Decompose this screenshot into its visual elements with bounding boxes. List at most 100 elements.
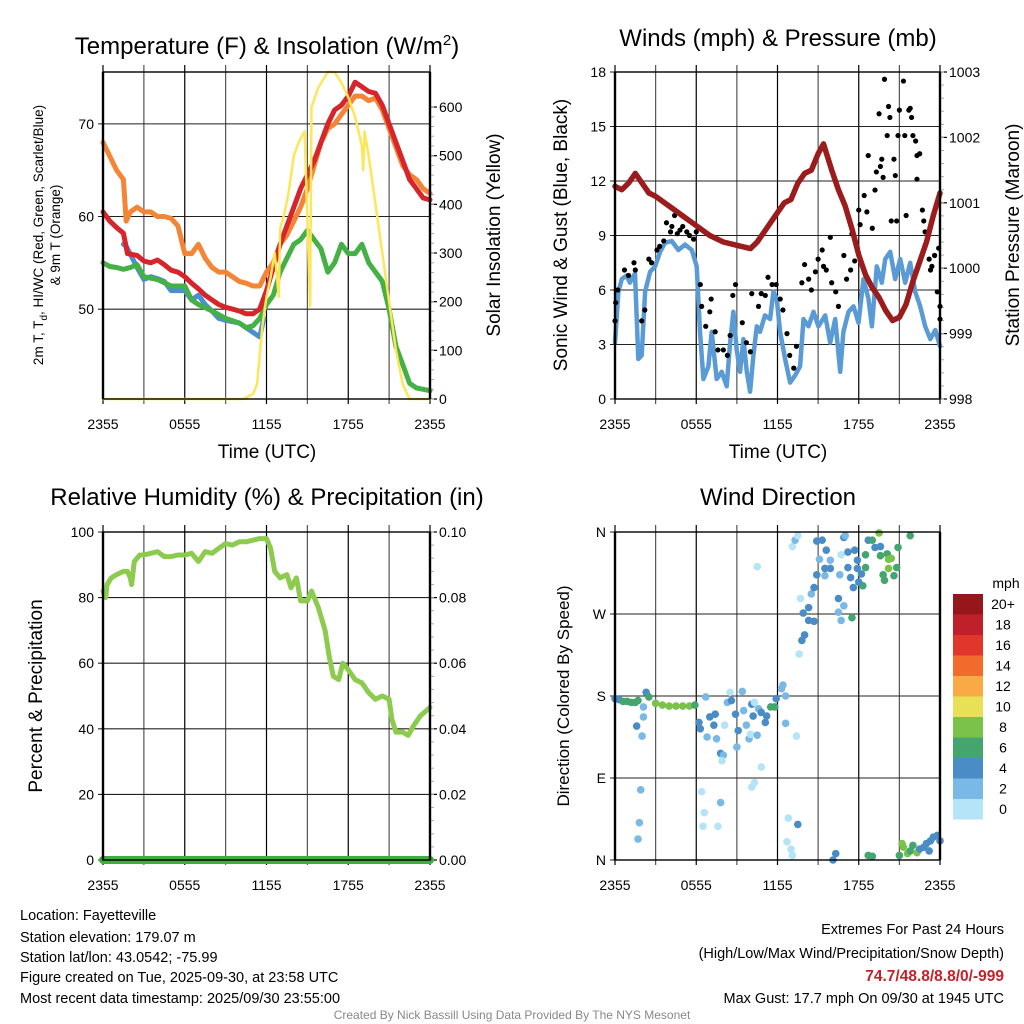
y2-tick-label: 0.00 (439, 852, 466, 868)
x-tick-label: 2355 (414, 416, 445, 432)
wind-direction-point (807, 590, 816, 598)
wind-direction-point (738, 687, 747, 696)
wind-direction-point (837, 616, 845, 625)
gust-point (703, 323, 709, 329)
wind-direction-point (634, 696, 642, 705)
wind-direction-point (799, 609, 808, 617)
gust-point (917, 151, 923, 157)
y2-tick-label: 100 (439, 342, 463, 358)
y-tick-label: 18 (590, 64, 606, 80)
extremes-values: 74.7/48.8/8.8/0/-999 (865, 968, 1004, 985)
y-tick-label: 40 (78, 721, 94, 737)
gust-point (693, 229, 699, 235)
gust-point (820, 263, 827, 269)
x-tick-label: 0555 (169, 416, 200, 432)
wind-direction-point (792, 732, 801, 740)
gust-point (793, 343, 800, 349)
wind-direction-point (726, 688, 734, 697)
x-tick-label: 1155 (762, 877, 792, 893)
gust-point (892, 172, 898, 179)
wind-direction-point (678, 702, 687, 710)
wind-direction-point (757, 708, 766, 717)
wind-direction-point (853, 556, 862, 565)
x-tick-label: 2355 (414, 877, 445, 893)
colorbar-label: 6 (999, 740, 1007, 756)
gust-point (843, 276, 850, 282)
x-tick-label: 2355 (599, 877, 630, 893)
y2-tick-label: 0.06 (439, 655, 466, 671)
wind-direction-point (787, 845, 795, 853)
wind-direction-point (639, 713, 648, 721)
wind-direction-point (868, 536, 877, 544)
winds-x-axis-label: Time (UTC) (729, 442, 828, 463)
wind-direction-point (746, 730, 755, 739)
gust-point (907, 105, 913, 111)
colorbar-swatch (953, 614, 983, 635)
wind-direction-point (632, 722, 641, 730)
wind-y-axis-label: Sonic Wind & Gust (Blue, Black) (551, 99, 572, 371)
gust-point (663, 220, 670, 226)
colorbar-label: 10 (995, 699, 1011, 715)
y-tick-label: 9 (598, 228, 606, 244)
wind-direction-point (821, 571, 829, 580)
gust-point (765, 274, 771, 280)
wind-direction-point (848, 613, 856, 622)
x-tick-label: 1755 (333, 416, 364, 432)
y-tick-label: 100 (71, 524, 95, 540)
y2-tick-label: 0.02 (439, 786, 466, 802)
colorbar-label: 20+ (991, 596, 1015, 612)
footer-latlon: Station lat/lon: 43.0542; -75.99 (20, 950, 218, 966)
wind-direction-point (701, 693, 710, 701)
x-tick-label: 1755 (843, 877, 874, 893)
gust-point (799, 280, 805, 286)
wind-direction-point (658, 701, 667, 709)
gust-point (888, 218, 894, 224)
gust-point (891, 156, 897, 162)
wind-direction-point (784, 814, 793, 822)
gust-point (727, 332, 733, 339)
wind-direction-point (770, 703, 779, 711)
gust-point (823, 267, 829, 273)
gust-point (724, 352, 730, 358)
y-tick-label: W (593, 606, 607, 622)
relative-humidity-line (100, 536, 433, 738)
pressure-y-axis-label: Station Pressure (Maroon) (1003, 124, 1024, 347)
wind-direction-point (718, 756, 726, 765)
dew-point-line (100, 227, 433, 394)
footer-recent-data: Most recent data timestamp: 2025/09/30 2… (20, 991, 340, 1007)
gust-point (677, 227, 683, 233)
wind-direction-point (794, 820, 802, 829)
y-tick-label: N (596, 524, 606, 540)
gust-point (780, 307, 786, 313)
wind-direction-point (810, 583, 818, 592)
wind-direction-point (840, 602, 848, 610)
y-tick-label: 3 (598, 337, 606, 353)
gust-point (910, 132, 916, 139)
colorbar-label: 16 (995, 637, 1011, 653)
gust-point (747, 349, 754, 355)
wind-direction-point (757, 763, 766, 771)
wind-direction-point (826, 556, 835, 565)
gust-point (812, 269, 819, 275)
gust-point (769, 281, 775, 288)
station-pressure-line (612, 141, 943, 324)
footer-location: Location: Fayetteville (20, 908, 156, 924)
gust-point (730, 292, 736, 299)
y-tick-label: 0 (86, 852, 94, 868)
wind-direction-point (716, 798, 725, 807)
gust-point (762, 292, 768, 299)
colorbar-swatch (953, 635, 983, 656)
temperature-y-axis-label: 2m T, Td, HI/WC (Red, Green, Scarlet/Blu… (31, 105, 50, 365)
wind-direction-point (853, 564, 862, 573)
gust-point (801, 261, 808, 268)
gust-point (815, 256, 821, 262)
wind-direction-point (822, 546, 831, 555)
gust-point (885, 103, 892, 110)
temperature-y-axis-label-line2: & 9m T (Orange) (48, 185, 63, 286)
gust-point (879, 156, 885, 162)
temperature-chart: 50 60 70 0 100 200 300 400 500 600 2355 0555 1155 175… (78, 65, 463, 432)
extremes-title: Extremes For Past 24 Hours (821, 922, 1004, 938)
gust-point (657, 243, 663, 249)
wind-direction-point (884, 564, 893, 573)
wind-direction-point (875, 529, 883, 537)
